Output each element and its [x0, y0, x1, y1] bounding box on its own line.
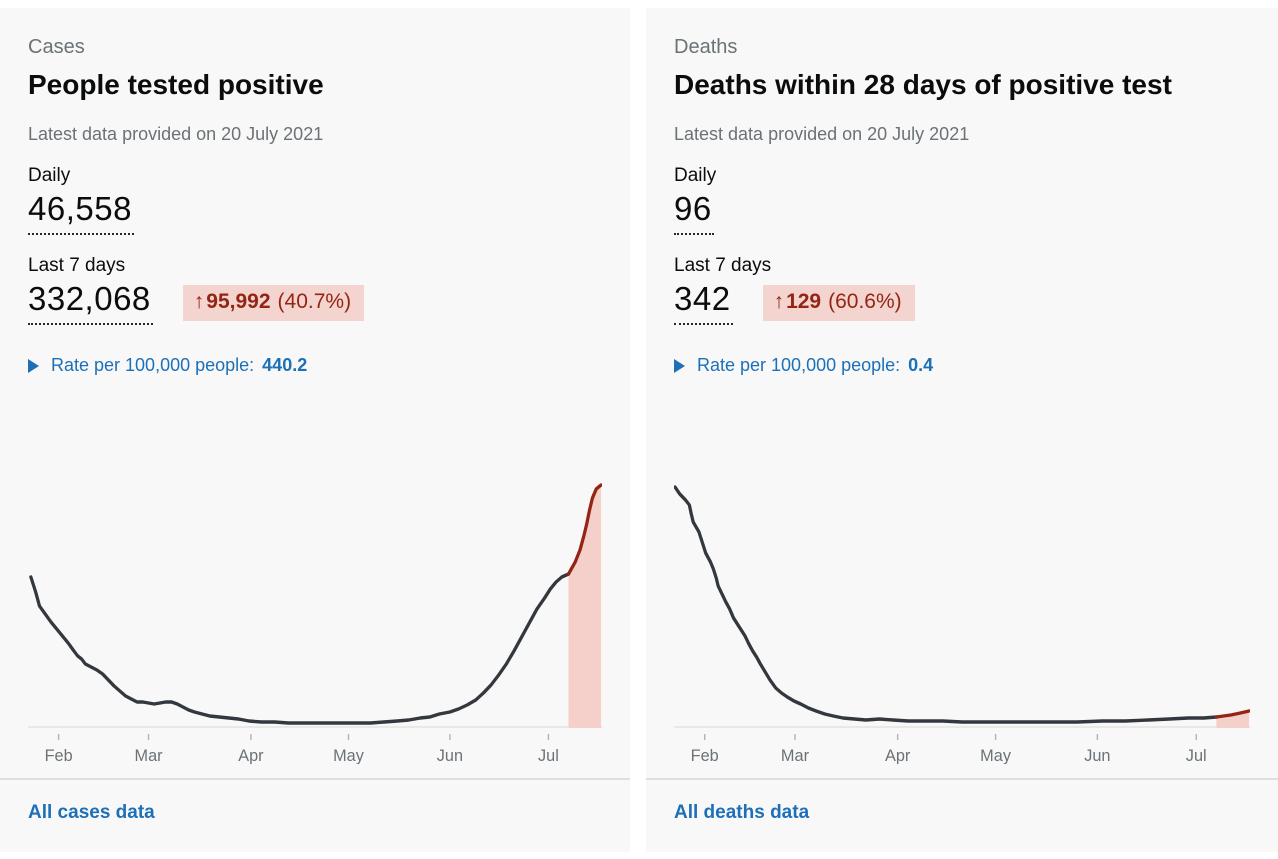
section-label-cases: Cases [28, 36, 85, 58]
deaths-daily-value[interactable]: 96 [674, 190, 714, 236]
deaths-rate-label: Rate per 100,000 people: [697, 355, 901, 376]
deaths-daily-stat: Daily 96 [674, 165, 1250, 236]
deaths-last-updated: Latest data provided on 20 July 2021 [674, 124, 970, 145]
deaths-panel-footer: All deaths data [646, 778, 1278, 852]
deaths-rate-value: 0.4 [908, 355, 934, 376]
x-axis-label: Apr [238, 746, 264, 764]
x-axis-label: Jul [1186, 746, 1207, 764]
cases-panel-footer: All cases data [0, 778, 630, 852]
historic-line [674, 485, 1219, 724]
deaths-change-badge: ↑ 129 (60.6%) [762, 284, 915, 321]
deaths-panel-title: Deaths within 28 days of positive test [674, 69, 1172, 100]
disclosure-triangle-icon [28, 358, 39, 373]
deaths-weekly-stat: Last 7 days 342 ↑ 129 (60.6%) [674, 255, 1250, 326]
deaths-weekly-value[interactable]: 342 [674, 280, 733, 326]
cases-rate-disclosure[interactable]: Rate per 100,000 people: 440.2 [28, 355, 602, 376]
cases-change-badge: ↑ 95,992 (40.7%) [182, 284, 365, 321]
deaths-trend-svg[interactable]: Feb Mar Apr May Jun Jul [674, 472, 1250, 764]
deaths-change-value: 129 [786, 289, 822, 313]
x-axis-label: May [980, 746, 1011, 764]
x-axis-label: Feb [45, 746, 73, 764]
cases-daily-label: Daily [28, 165, 71, 187]
cases-change-value: 95,992 [206, 289, 271, 313]
x-axis-label: Jun [1084, 746, 1110, 764]
deaths-trend-chart[interactable]: Feb Mar Apr May Jun Jul [674, 472, 1250, 764]
cases-rate-label: Rate per 100,000 people: [51, 355, 255, 376]
cases-weekly-label: Last 7 days [28, 255, 126, 277]
cases-daily-stat: Daily 46,558 [28, 165, 602, 236]
cases-trend-chart[interactable]: Feb Mar Apr May Jun Jul [28, 472, 602, 764]
cases-daily-value[interactable]: 46,558 [28, 190, 134, 236]
cases-weekly-stat: Last 7 days 332,068 ↑ 95,992 (40.7%) [28, 255, 602, 326]
all-deaths-data-link[interactable]: All deaths data [674, 802, 810, 823]
cases-weekly-value[interactable]: 332,068 [28, 280, 153, 326]
up-arrow-icon: ↑ [193, 289, 205, 313]
deaths-daily-label: Daily [674, 165, 717, 187]
x-axis-label: Feb [691, 746, 719, 764]
cases-last-updated: Latest data provided on 20 July 2021 [28, 124, 324, 145]
cases-panel: Cases People tested positive Latest data… [0, 8, 630, 852]
disclosure-triangle-icon [674, 358, 685, 373]
cases-trend-svg[interactable]: Feb Mar Apr May Jun Jul [28, 472, 602, 764]
deaths-weekly-label: Last 7 days [674, 255, 772, 277]
recent-period-band [568, 485, 602, 728]
x-axis-label: May [333, 746, 364, 764]
last-7-days-line [1214, 709, 1250, 719]
all-cases-data-link[interactable]: All cases data [28, 802, 155, 823]
up-arrow-icon: ↑ [773, 289, 785, 313]
deaths-rate-disclosure[interactable]: Rate per 100,000 people: 0.4 [674, 355, 1250, 376]
historic-line [29, 572, 571, 725]
cases-rate-value: 440.2 [262, 355, 308, 376]
recent-period-band [1216, 711, 1250, 728]
cases-change-percent: (40.7%) [277, 289, 352, 313]
x-axis-label: Mar [135, 746, 163, 764]
x-axis-label: Jun [437, 746, 463, 764]
deaths-panel: Deaths Deaths within 28 days of positive… [646, 8, 1278, 852]
cases-panel-title: People tested positive [28, 69, 324, 100]
x-axis-label: Mar [781, 746, 810, 764]
deaths-change-percent: (60.6%) [828, 289, 902, 313]
section-label-deaths: Deaths [674, 36, 738, 58]
x-axis-label: Apr [885, 746, 911, 764]
last-7-days-line [566, 483, 602, 576]
x-axis-label: Jul [538, 746, 559, 764]
